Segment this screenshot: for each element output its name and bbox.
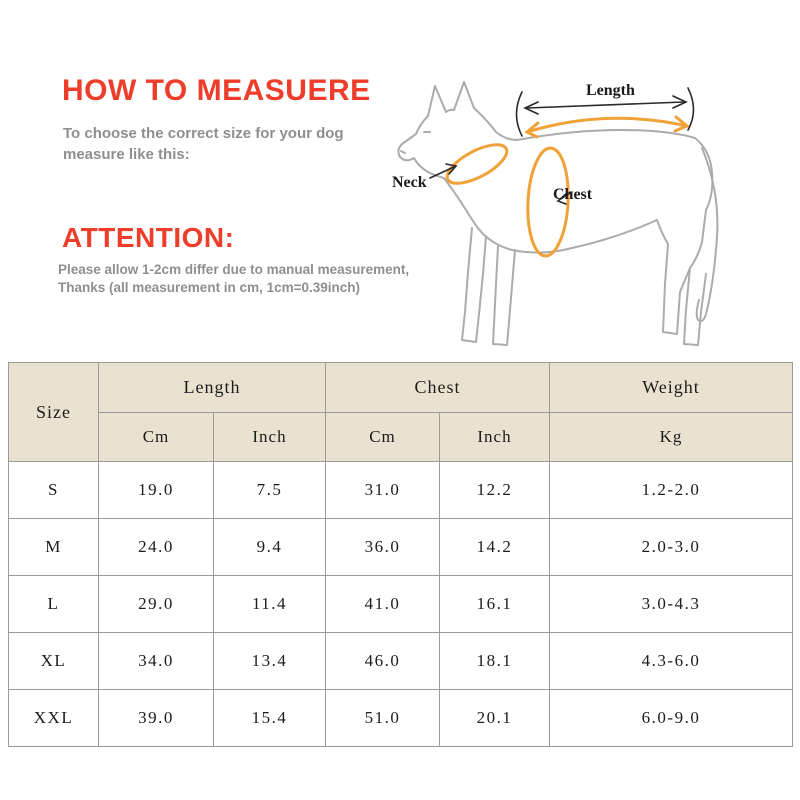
- table-subheader-row: Cm Inch Cm Inch Kg: [9, 412, 794, 462]
- cell-size: L: [8, 575, 99, 633]
- rump-bracket: [687, 87, 695, 131]
- cell-chest-cm: 31.0: [325, 461, 440, 519]
- subheader-length-inch: Inch: [213, 412, 326, 462]
- cell-length-cm: 19.0: [98, 461, 214, 519]
- subtitle-line-1: To choose the correct size for your dog: [63, 125, 344, 142]
- subheader-weight-kg: Kg: [549, 412, 794, 462]
- length-arc-arrow-left: [524, 121, 540, 139]
- attention-text: Please allow 1-2cm differ due to manual …: [58, 261, 409, 296]
- cell-length-cm: 39.0: [98, 689, 214, 747]
- shoulder-bracket: [515, 91, 523, 137]
- attention-line-1: Please allow 1-2cm differ due to manual …: [58, 262, 410, 277]
- cell-size: XL: [8, 632, 99, 690]
- length-label: Length: [586, 82, 635, 99]
- cell-length-inch: 7.5: [213, 461, 326, 519]
- table-row-l: L 29.0 11.4 41.0 16.1 3.0-4.3: [8, 575, 794, 633]
- subheader-length-cm: Cm: [98, 412, 214, 462]
- cell-weight-kg: 2.0-3.0: [549, 518, 794, 576]
- cell-chest-inch: 14.2: [438, 518, 551, 576]
- col-header-chest: Chest: [324, 362, 551, 413]
- subtitle: To choose the correct size for your dog …: [63, 123, 344, 165]
- dog-outline: [397, 81, 719, 346]
- cell-chest-cm: 46.0: [325, 632, 440, 690]
- neck-arrow: [429, 165, 457, 179]
- chest-label: Chest: [553, 186, 593, 203]
- cell-chest-cm: 41.0: [325, 575, 440, 633]
- cell-length-inch: 13.4: [213, 632, 326, 690]
- cell-size: S: [8, 461, 99, 519]
- cell-chest-inch: 18.1: [438, 632, 551, 690]
- subtitle-line-2: measure like this:: [63, 146, 190, 163]
- table-row-xl: XL 34.0 13.4 46.0 18.1 4.3-6.0: [8, 632, 794, 690]
- cell-chest-cm: 51.0: [325, 689, 440, 747]
- cell-weight-kg: 1.2-2.0: [549, 461, 794, 519]
- length-measure-arc: [525, 116, 689, 134]
- length-arrow-line: [526, 101, 685, 109]
- size-table: Size Length Chest Weight Cm Inch Cm Inch…: [8, 362, 794, 747]
- table-row-xxl: XXL 39.0 15.4 51.0 20.1 6.0-9.0: [8, 689, 794, 747]
- cell-weight-kg: 4.3-6.0: [549, 632, 794, 690]
- table-header-row: Size Length Chest Weight: [8, 362, 794, 462]
- cell-chest-cm: 36.0: [325, 518, 440, 576]
- cell-length-inch: 11.4: [213, 575, 326, 633]
- cell-weight-kg: 3.0-4.3: [549, 575, 794, 633]
- col-header-weight: Weight: [549, 362, 794, 413]
- chest-measure-ellipse: [526, 146, 570, 258]
- length-arrow-head-left: [523, 101, 539, 115]
- cell-length-inch: 15.4: [213, 689, 326, 747]
- table-row-m: M 24.0 9.4 36.0 14.2 2.0-3.0: [8, 518, 794, 576]
- table-row-s: S 19.0 7.5 31.0 12.2 1.2-2.0: [8, 461, 794, 519]
- cell-length-cm: 29.0: [98, 575, 214, 633]
- subheader-chest-cm: Cm: [325, 412, 440, 462]
- cell-weight-kg: 6.0-9.0: [549, 689, 794, 747]
- length-arrow-head-right: [672, 95, 688, 109]
- cell-chest-inch: 20.1: [438, 689, 551, 747]
- chest-arrow-head: [556, 192, 568, 205]
- measurement-diagram: Length Neck Chest: [372, 52, 784, 374]
- neck-arrow-head: [445, 163, 458, 175]
- cell-chest-inch: 12.2: [438, 461, 551, 519]
- neck-measure-ellipse: [445, 143, 509, 185]
- cell-length-cm: 34.0: [98, 632, 214, 690]
- cell-size: M: [8, 518, 99, 576]
- attention-line-2: Thanks (all measurement in cm, 1cm=0.39i…: [58, 279, 360, 295]
- cell-size: XXL: [8, 689, 99, 747]
- dog-illustration: [397, 81, 719, 346]
- cell-length-inch: 9.4: [213, 518, 326, 576]
- cell-chest-inch: 16.1: [438, 575, 551, 633]
- page-title: HOW TO MEASUERE: [62, 74, 371, 107]
- length-arc-arrow-right: [673, 115, 690, 133]
- cell-length-cm: 24.0: [98, 518, 214, 576]
- col-header-size: Size: [8, 362, 99, 462]
- subheader-chest-inch: Inch: [438, 412, 551, 462]
- col-header-length: Length: [98, 362, 326, 413]
- attention-title: ATTENTION:: [62, 222, 235, 253]
- neck-label: Neck: [392, 174, 427, 191]
